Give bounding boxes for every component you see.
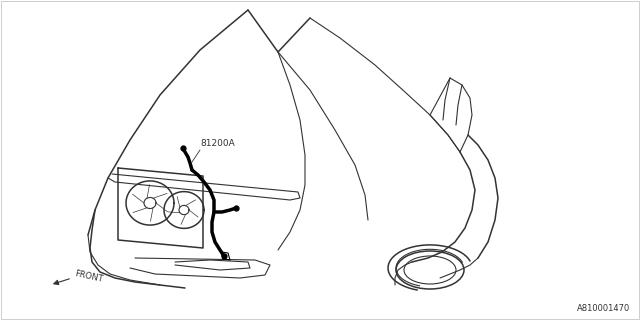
Text: A810001470: A810001470	[577, 304, 630, 313]
Text: 81200A: 81200A	[200, 139, 235, 148]
Text: FRONT: FRONT	[74, 270, 104, 284]
